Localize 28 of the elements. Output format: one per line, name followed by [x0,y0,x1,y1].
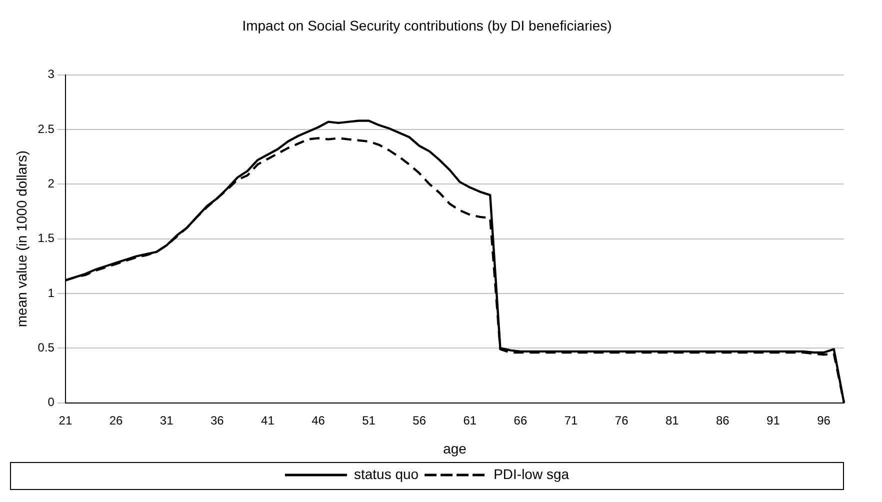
x-tick-label: 41 [261,413,275,428]
chart-title: Impact on Social Security contributions (by DI beneficiaries) [242,17,612,34]
y-tick-label: 0.5 [38,340,55,354]
x-tick-label: 36 [210,413,224,428]
x-tick-label: 76 [614,413,629,428]
x-tick-label: 21 [58,413,72,428]
x-tick-label: 66 [514,413,528,428]
x-tick-label: 91 [766,413,780,428]
x-tick-label: 81 [665,413,680,428]
x-tick-label: 96 [817,413,831,428]
y-axis-title: mean value (in 1000 dollars) [13,150,30,328]
legend-label: status quo [354,466,419,482]
x-tick-label: 71 [564,413,578,428]
y-tick-label: 2.5 [38,122,55,136]
x-tick-label: 51 [362,413,376,428]
x-tick-label: 61 [463,413,477,428]
x-tick-label: 86 [716,413,730,428]
y-tick-label: 0 [48,395,55,410]
x-axis-title: age [443,440,467,456]
x-tick-label: 31 [160,413,174,428]
y-tick-label: 1.5 [38,231,55,246]
x-tick-label: 46 [312,413,326,428]
x-tick-label: 56 [412,413,426,428]
y-tick-label: 2 [48,176,55,190]
y-tick-label: 3 [48,67,55,82]
x-tick-label: 26 [109,413,124,428]
legend-label: PDI-low sga [494,466,570,482]
y-tick-label: 1 [48,286,55,300]
